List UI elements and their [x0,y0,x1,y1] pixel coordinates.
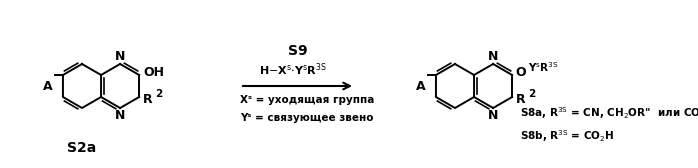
Text: O: O [515,67,526,79]
Text: Xˢ = уходящая группа: Xˢ = уходящая группа [240,95,374,105]
Text: $\mathbf{S8a}$, R$^\mathsf{3S}$ = CN, CH$_\mathsf{2}$OR"  или CO$_\mathsf{2}$R": $\mathbf{S8a}$, R$^\mathsf{3S}$ = CN, CH… [520,105,698,121]
Text: N: N [115,109,126,122]
Text: N: N [488,50,498,63]
Text: N: N [488,109,498,122]
Text: R: R [143,93,153,106]
Text: 2: 2 [528,89,535,99]
Text: OH: OH [143,67,164,79]
Text: H$-$X$^\mathsf{s}$$\cdot$Y$^\mathsf{s}$R$^\mathsf{3S}$: H$-$X$^\mathsf{s}$$\cdot$Y$^\mathsf{s}$R… [258,62,327,78]
Text: Yˢ = связующее звено: Yˢ = связующее звено [240,113,373,123]
Text: Y$^\mathsf{s}$R$^\mathsf{3S}$: Y$^\mathsf{s}$R$^\mathsf{3S}$ [528,60,559,74]
Text: A: A [43,79,53,93]
Text: R: R [516,93,526,106]
Text: 2: 2 [155,89,163,99]
Text: A: A [416,79,426,93]
Text: S2a: S2a [68,141,96,155]
Text: S9: S9 [288,44,307,58]
Text: N: N [115,50,126,63]
Text: $\mathbf{S8b}$, R$^\mathsf{3S}$ = CO$_\mathsf{2}$H: $\mathbf{S8b}$, R$^\mathsf{3S}$ = CO$_\m… [520,128,614,144]
